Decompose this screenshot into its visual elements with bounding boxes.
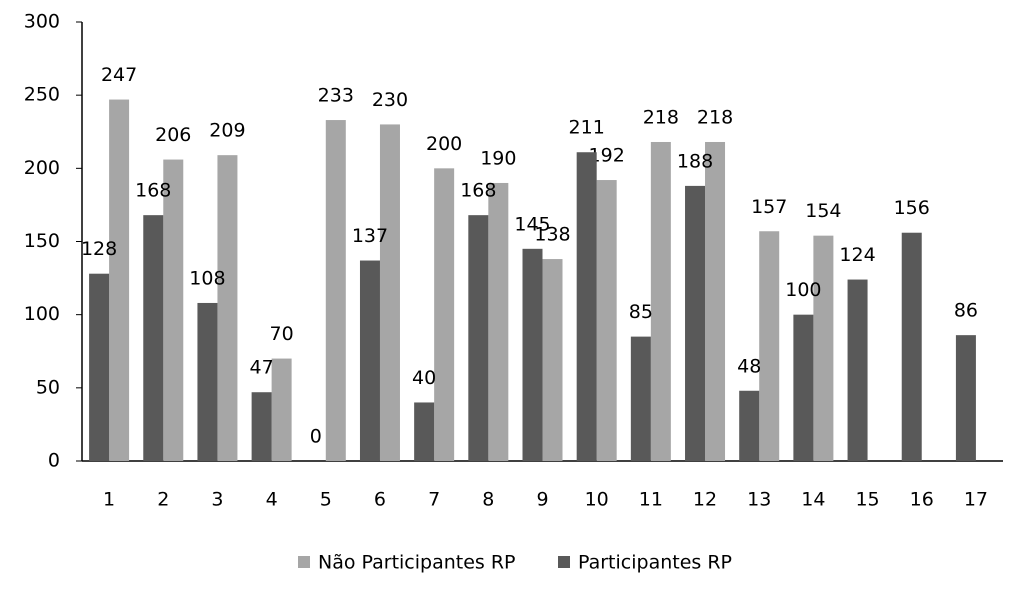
x-tick-label: 17 [964, 489, 988, 511]
data-label: 209 [209, 120, 245, 142]
bar [759, 231, 780, 461]
data-label: 137 [352, 225, 388, 247]
legend-label: Participantes RP [578, 552, 732, 574]
data-label: 156 [894, 197, 930, 219]
bar [576, 152, 597, 461]
bar [434, 168, 455, 462]
legend-label: Não Participantes RP [318, 552, 516, 574]
bar [813, 235, 834, 461]
data-label: 124 [839, 244, 875, 266]
x-tick-label: 4 [266, 489, 278, 511]
bar [143, 215, 164, 461]
x-tick-label: 3 [211, 489, 223, 511]
bar [271, 358, 292, 461]
bar [596, 180, 617, 462]
data-label: 192 [589, 145, 625, 167]
bar [793, 314, 814, 461]
data-label: 128 [81, 238, 117, 260]
data-label: 40 [412, 367, 436, 389]
bar [468, 215, 489, 461]
y-tick-label: 300 [24, 11, 60, 33]
data-label: 100 [785, 279, 821, 301]
bar [89, 273, 110, 461]
data-label: 200 [426, 133, 462, 155]
data-label: 138 [534, 224, 570, 246]
data-label: 188 [677, 150, 713, 172]
data-label: 218 [643, 106, 679, 128]
x-tick-label: 12 [693, 489, 717, 511]
x-tick-label: 6 [374, 489, 386, 511]
data-label: 108 [189, 267, 225, 289]
bar [685, 185, 706, 462]
data-label: 168 [135, 180, 171, 202]
bar [847, 279, 868, 461]
y-tick-label: 50 [36, 376, 60, 398]
bar [522, 248, 543, 461]
y-tick-label: 200 [24, 157, 60, 179]
data-label: 86 [954, 300, 978, 322]
data-label: 48 [737, 355, 761, 377]
bar [414, 402, 435, 461]
bar [379, 124, 400, 461]
bar [359, 260, 380, 461]
data-label: 70 [270, 323, 294, 345]
data-label: 211 [569, 117, 605, 139]
data-label: 0 [310, 426, 322, 448]
bar [197, 302, 218, 461]
bar [109, 99, 130, 461]
bar [217, 155, 238, 461]
x-tick-label: 7 [428, 489, 440, 511]
bar [630, 336, 651, 461]
x-tick-label: 13 [747, 489, 771, 511]
data-label: 233 [318, 85, 354, 107]
bar [955, 335, 976, 461]
x-tick-label: 11 [639, 489, 663, 511]
bar [325, 120, 346, 461]
x-tick-label: 14 [801, 489, 825, 511]
legend-swatch [558, 556, 570, 568]
data-label: 168 [460, 180, 496, 202]
data-label: 190 [480, 147, 516, 169]
x-tick-label: 9 [536, 489, 548, 511]
data-label: 47 [250, 357, 274, 379]
data-label: 230 [372, 89, 408, 111]
bar [705, 141, 726, 461]
legend-swatch [298, 556, 310, 568]
data-label: 247 [101, 64, 137, 86]
bar [542, 259, 563, 461]
x-tick-label: 1 [103, 489, 115, 511]
bar [650, 141, 671, 461]
x-tick-label: 8 [482, 489, 494, 511]
y-tick-label: 100 [24, 303, 60, 325]
y-tick-label: 0 [48, 450, 60, 472]
y-tick-label: 250 [24, 84, 60, 106]
bar [488, 182, 509, 461]
y-tick-label: 150 [24, 230, 60, 252]
data-label: 157 [751, 196, 787, 218]
x-tick-label: 2 [157, 489, 169, 511]
x-tick-label: 5 [320, 489, 332, 511]
bar [739, 390, 760, 461]
bar [901, 232, 922, 461]
data-label: 206 [155, 124, 191, 146]
x-tick-label: 10 [585, 489, 609, 511]
data-label: 154 [805, 200, 841, 222]
data-label: 145 [514, 213, 550, 235]
x-tick-label: 15 [855, 489, 879, 511]
x-tick-label: 16 [910, 489, 934, 511]
bar [251, 392, 272, 461]
bar [163, 159, 184, 461]
data-label: 218 [697, 106, 733, 128]
data-label: 85 [629, 301, 653, 323]
